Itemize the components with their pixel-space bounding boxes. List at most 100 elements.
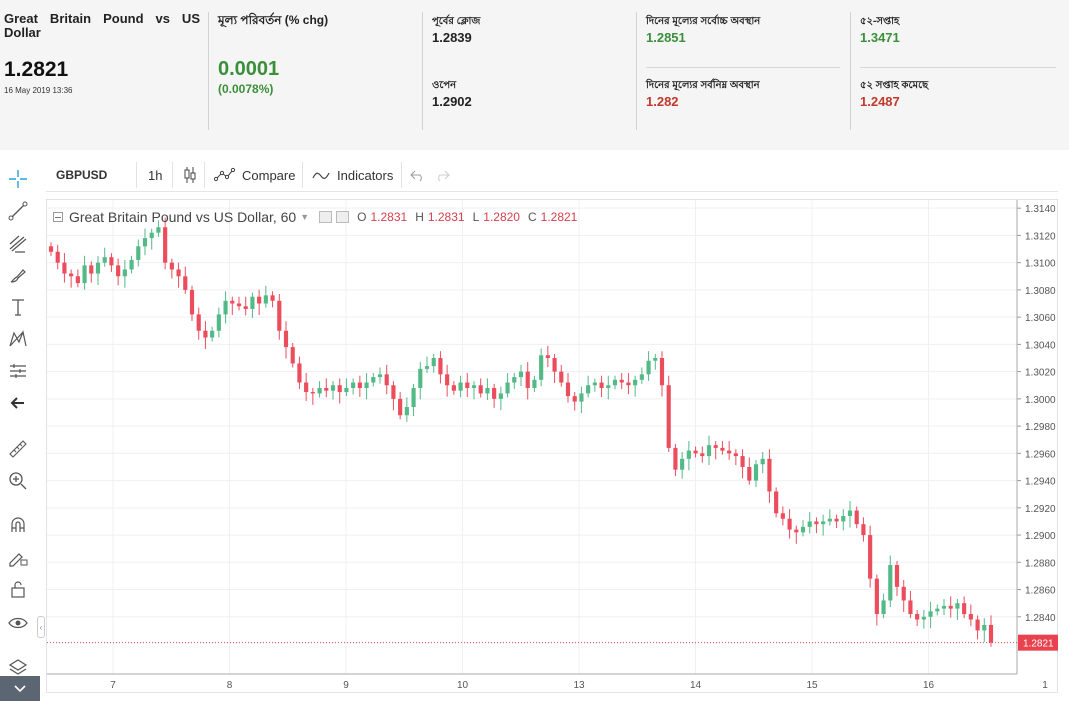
- candle-body: [250, 296, 255, 309]
- y-tick-label: 1.3060: [1025, 313, 1056, 324]
- candle-body: [592, 382, 597, 386]
- back-button[interactable]: [4, 390, 32, 416]
- high-value: 1.2831: [427, 210, 465, 224]
- candle-body: [317, 387, 322, 394]
- price-chart[interactable]: 1.3140 1.3120 1.3100 1.3080 1.3060 1.3040 1.30…: [46, 199, 1058, 693]
- candle-body: [156, 227, 161, 233]
- candle-body: [525, 371, 530, 388]
- candle-body: [915, 614, 920, 620]
- x-tick-label: 13: [573, 680, 585, 691]
- candle-body: [189, 289, 195, 315]
- crosshair-icon: [9, 170, 27, 188]
- candle-body: [149, 232, 154, 239]
- candle-body: [794, 529, 799, 533]
- sidebar-toggle-handle[interactable]: ‹: [37, 616, 45, 638]
- candle-body: [787, 518, 792, 530]
- candle-body: [968, 614, 973, 620]
- x-tick-label: 8: [227, 680, 233, 691]
- drawing-toolbar: [0, 158, 40, 701]
- change-value: 0.0001: [218, 58, 280, 80]
- crosshair-tool-button[interactable]: [4, 166, 32, 192]
- candle-body: [122, 269, 127, 277]
- candle-body: [445, 374, 450, 386]
- candle-body: [753, 464, 759, 481]
- pattern-tool-button[interactable]: [4, 326, 32, 352]
- indicators-button[interactable]: Indicators: [312, 158, 393, 192]
- instrument-name: Great Britain Pound vs US Dollar: [4, 11, 200, 40]
- candle-body: [841, 516, 846, 522]
- candle-body: [847, 510, 853, 516]
- candle-body: [357, 382, 362, 388]
- candle-body: [404, 407, 409, 416]
- close-icon[interactable]: [336, 211, 350, 223]
- candle-body: [485, 387, 490, 394]
- prev-close-label: পূর্বের ক্লোজ: [432, 16, 481, 27]
- x-tick-label: 15: [806, 680, 818, 691]
- candle-body: [62, 262, 67, 274]
- candle-body: [760, 458, 765, 465]
- magnet-button[interactable]: [4, 512, 32, 538]
- divider: [860, 67, 1056, 68]
- divider: [136, 162, 137, 188]
- interval-button[interactable]: 1h: [148, 167, 163, 183]
- ruler-icon: [9, 440, 27, 458]
- candle-body: [236, 303, 242, 307]
- candle-body: [579, 393, 584, 402]
- prediction-tool-button[interactable]: [4, 358, 32, 384]
- redo-icon: [438, 170, 450, 182]
- week52-low-value: 1.2487: [860, 94, 900, 109]
- candle-body: [619, 379, 624, 383]
- candle-body: [854, 510, 859, 525]
- y-tick-label: 1.3000: [1025, 395, 1056, 406]
- x-tick-label: 9: [343, 680, 349, 691]
- divider: [208, 12, 209, 130]
- candle-body: [780, 513, 785, 519]
- visibility-button[interactable]: [4, 610, 32, 636]
- indicators-label: Indicators: [337, 167, 394, 183]
- candle-body: [633, 379, 638, 386]
- zoom-in-button[interactable]: [4, 468, 32, 494]
- text-tool-button[interactable]: [4, 294, 32, 320]
- undo-button[interactable]: [410, 158, 426, 192]
- candle-body: [653, 358, 658, 361]
- symbol-search[interactable]: GBPUSD: [56, 168, 108, 182]
- candle-body: [102, 257, 107, 263]
- candlestick-chart[interactable]: 1.3140 1.3120 1.3100 1.3080 1.3060 1.3040 1.30…: [47, 200, 1059, 694]
- candle-body: [82, 265, 87, 284]
- candle-body: [196, 314, 201, 331]
- candle-body: [129, 259, 134, 270]
- ruler-tool-button[interactable]: [4, 436, 32, 462]
- candle-body: [894, 565, 900, 587]
- candle-body: [747, 466, 752, 481]
- candle-body: [908, 600, 913, 615]
- candle-body: [881, 600, 886, 615]
- candle-body: [948, 605, 953, 609]
- candle-body: [116, 265, 121, 277]
- candle-body: [243, 306, 248, 309]
- brush-tool-button[interactable]: [4, 262, 32, 288]
- candle-body: [982, 624, 987, 631]
- collapse-legend-icon[interactable]: [53, 212, 63, 222]
- settings-icon[interactable]: [319, 211, 333, 223]
- trend-line-tool-button[interactable]: [4, 198, 32, 224]
- lock-button[interactable]: [4, 576, 32, 602]
- candle-body: [733, 453, 738, 457]
- y-tick-label: 1.2920: [1025, 504, 1056, 515]
- y-tick-label: 1.3120: [1025, 231, 1056, 242]
- candle-body: [364, 382, 369, 388]
- pitchfork-icon: [9, 235, 27, 253]
- compare-button[interactable]: Compare: [214, 158, 295, 192]
- lock-drawing-button[interactable]: [4, 544, 32, 570]
- day-low-label: দিনের মূল্যের সর্বনিম্ন অবস্থান: [646, 80, 760, 91]
- redo-button[interactable]: [434, 158, 450, 192]
- layers-button[interactable]: [4, 654, 32, 680]
- candle-body: [901, 586, 906, 601]
- candles-icon: [184, 167, 196, 183]
- collapse-toolbar-button[interactable]: [0, 676, 40, 701]
- dropdown-icon[interactable]: ▼: [300, 212, 310, 222]
- chart-type-button[interactable]: [183, 158, 197, 192]
- fib-tool-button[interactable]: [4, 230, 32, 256]
- candle-body: [384, 374, 389, 386]
- candle-body: [827, 518, 832, 522]
- candle-body: [203, 330, 208, 338]
